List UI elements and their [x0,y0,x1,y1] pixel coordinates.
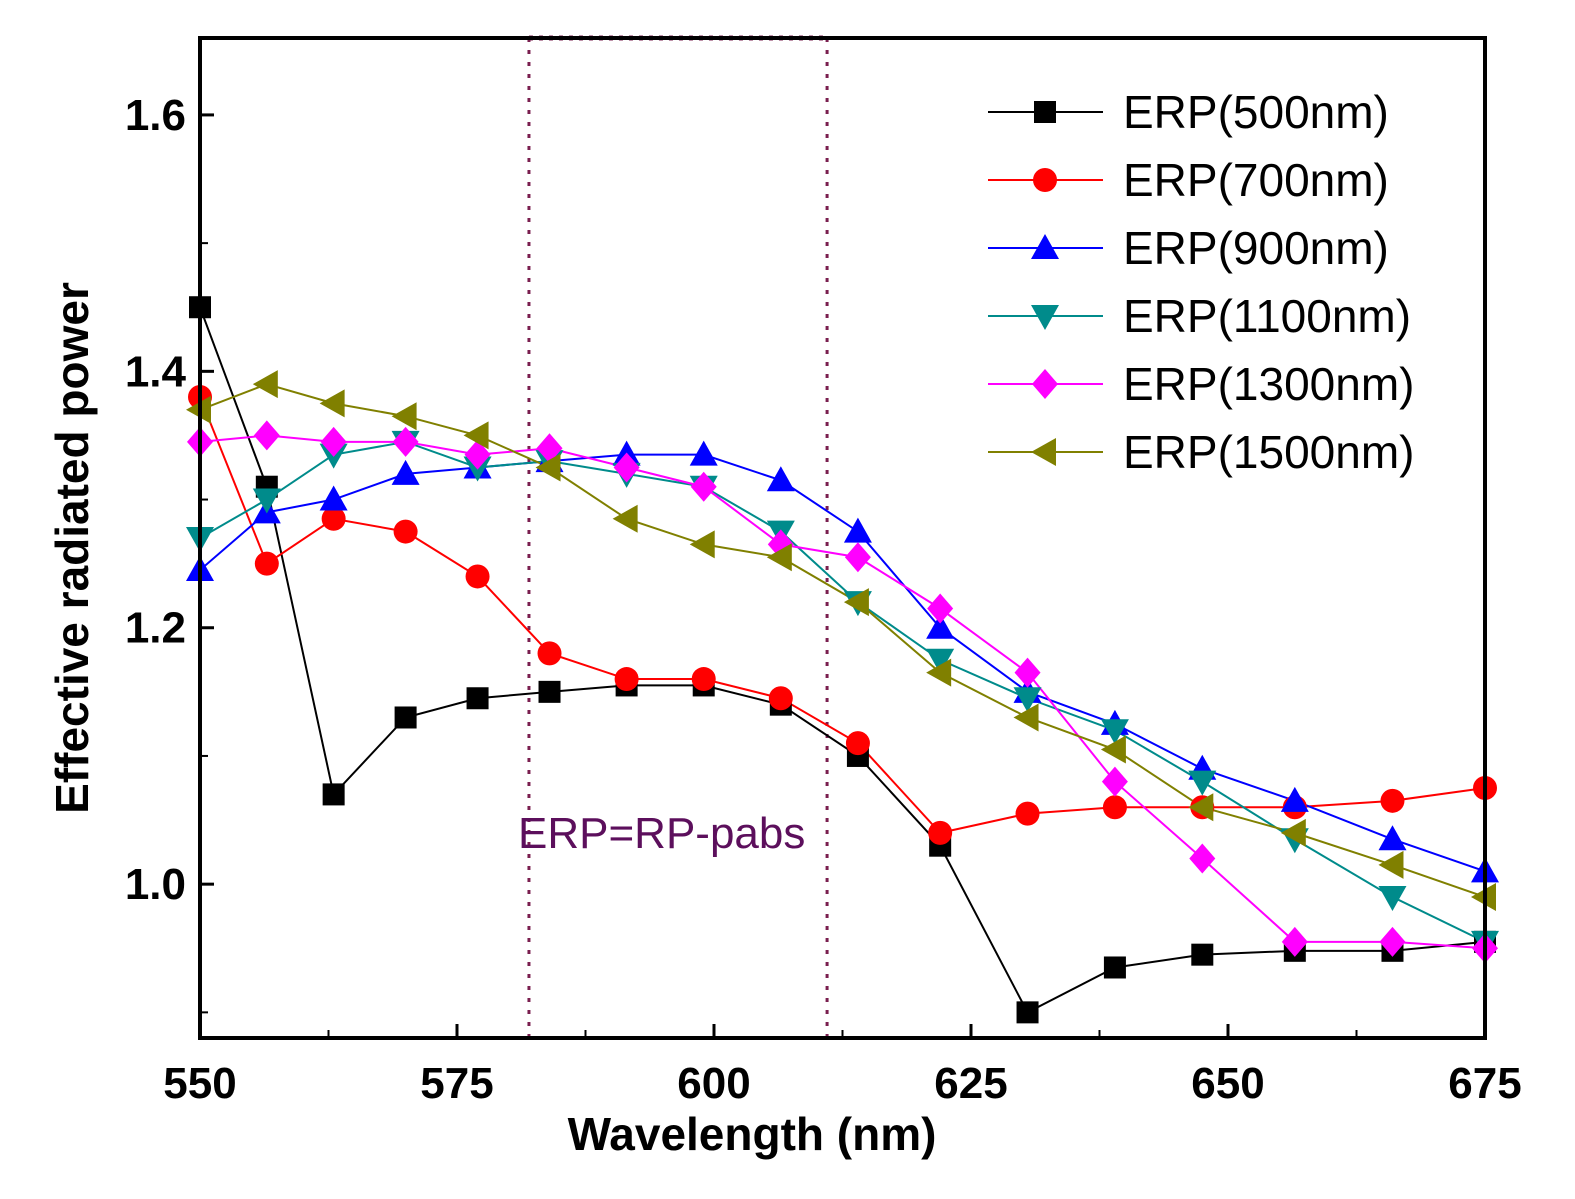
data-point-1500nm-15 [1378,850,1404,879]
x-tick-label-625: 625 [934,1059,1007,1108]
legend-label-700nm: ERP(700nm) [1123,154,1389,206]
legend-marker-1300nm [1032,369,1058,399]
data-point-1100nm-10 [926,648,955,674]
x-tick-label-600: 600 [677,1059,750,1108]
data-point-700nm-9 [845,731,870,756]
data-point-700nm-11 [1015,801,1040,826]
data-point-1300nm-12 [1101,766,1128,797]
data-point-900nm-10 [926,613,955,639]
data-point-1300nm-3 [392,426,419,457]
data-point-900nm-9 [843,517,872,543]
data-point-1500nm-2 [319,389,345,418]
data-point-1100nm-12 [1100,719,1129,745]
data-point-1500nm-9 [843,588,869,617]
data-point-1500nm-6 [612,504,638,533]
legend-marker-500nm [1034,101,1056,123]
data-point-1300nm-10 [927,593,954,624]
data-point-700nm-6 [614,667,639,692]
legend: ERP(500nm) ERP(700nm) ERP(900nm) ERP(1100nm… [988,86,1414,478]
data-point-700nm-4 [465,564,490,589]
x-tick-label-575: 575 [420,1059,493,1108]
annotation-label: ERP=RP-pabs [518,809,805,858]
data-point-700nm-12 [1102,795,1127,820]
data-point-700nm-10 [928,820,953,845]
data-point-900nm-15 [1378,825,1407,851]
legend-marker-700nm [1033,168,1057,192]
data-point-1500nm-3 [391,402,417,431]
data-point-900nm-3 [391,459,420,485]
legend-marker-1100nm [1031,305,1059,330]
x-tick-label-650: 650 [1191,1059,1264,1108]
data-point-1100nm-13 [1188,770,1217,796]
x-axis-title: Wavelength (nm) [568,1108,937,1160]
data-point-700nm-3 [393,519,418,544]
data-point-1100nm-15 [1378,885,1407,911]
data-point-1300nm-2 [320,426,347,457]
data-point-700nm-15 [1380,788,1405,813]
data-point-1500nm-11 [1013,703,1039,732]
data-point-700nm-8 [768,686,793,711]
data-point-1300nm-13 [1189,843,1216,874]
y-ticks: 1.0 1.2 1.4 1.6 [125,91,214,1014]
data-point-700nm-7 [691,667,716,692]
data-point-900nm-2 [319,485,348,511]
legend-label-1500nm: ERP(1500nm) [1123,426,1414,478]
marker-layer [186,296,1499,1024]
legend-label-500nm: ERP(500nm) [1123,86,1389,138]
data-point-500nm-13 [1191,943,1214,966]
y-axis-title: Effective radiated power [46,282,98,814]
x-tick-label-675: 675 [1448,1059,1521,1108]
data-point-1300nm-5 [536,433,563,464]
data-point-500nm-2 [322,783,345,806]
data-point-900nm-14 [1280,786,1309,812]
data-point-1100nm-11 [1013,687,1042,713]
data-point-1500nm-7 [689,530,715,559]
data-point-500nm-4 [466,687,489,710]
data-point-900nm-8 [766,466,795,492]
data-point-1500nm-13 [1188,793,1214,822]
y-tick-label-1.6: 1.6 [125,91,186,140]
x-tick-label-550: 550 [163,1059,236,1108]
legend-marker-1500nm [1031,438,1056,466]
data-point-1300nm-4 [464,439,491,470]
data-point-500nm-5 [538,680,561,703]
data-point-1500nm-12 [1100,735,1126,764]
data-point-1500nm-14 [1280,818,1306,847]
data-point-700nm-5 [537,641,562,666]
y-tick-label-1.2: 1.2 [125,604,186,653]
data-point-1300nm-1 [253,420,280,451]
y-tick-label-1.4: 1.4 [125,347,187,396]
data-point-700nm-1 [254,551,279,576]
data-point-1100nm-1 [252,488,281,514]
data-point-1500nm-5 [535,453,561,482]
data-point-500nm-11 [1016,1001,1039,1024]
legend-label-1300nm: ERP(1300nm) [1123,358,1414,410]
data-point-1300nm-14 [1281,926,1308,957]
data-point-1300nm-7 [690,471,717,502]
data-point-1500nm-10 [926,658,952,687]
legend-label-900nm: ERP(900nm) [1123,222,1389,274]
data-point-1500nm-8 [766,543,792,572]
data-point-1500nm-4 [463,421,489,450]
data-point-1300nm-9 [844,542,871,573]
data-point-1300nm-15 [1379,926,1406,957]
data-point-1300nm-11 [1014,657,1041,688]
data-point-900nm-7 [689,440,718,466]
data-point-1300nm-6 [613,452,640,483]
data-point-500nm-3 [394,706,417,729]
data-point-1500nm-1 [252,370,278,399]
y-tick-label-1.0: 1.0 [125,860,186,909]
data-point-500nm-12 [1103,956,1126,979]
legend-label-1100nm: ERP(1100nm) [1123,290,1411,342]
data-point-700nm-2 [321,506,346,531]
legend-marker-900nm [1031,234,1059,259]
x-ticks: 550 575 600 625 650 675 [163,1024,1522,1108]
